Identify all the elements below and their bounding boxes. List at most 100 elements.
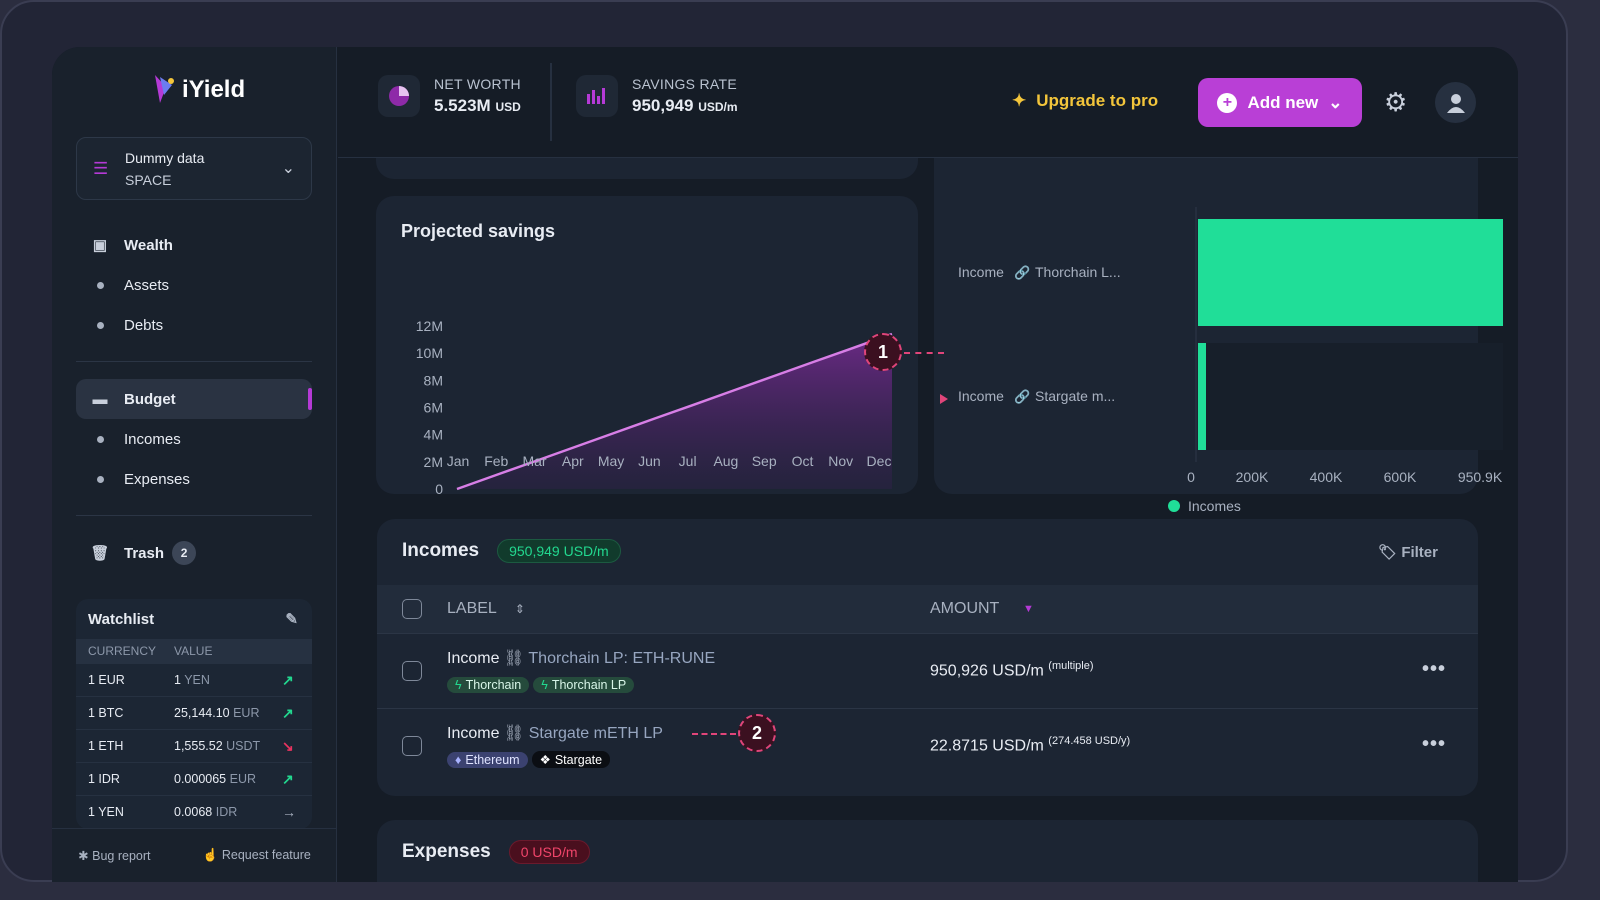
row-checkbox[interactable] <box>402 736 422 756</box>
watchlist-row[interactable]: 1 BTC 25,144.10 EUR ↗ <box>76 696 312 729</box>
bar-chart-icon <box>576 75 618 117</box>
tag[interactable]: ♦ Ethereum <box>447 752 528 768</box>
tag[interactable]: ❖ Stargate <box>531 751 611 768</box>
sort-desc-icon[interactable]: ▼ <box>1023 603 1034 615</box>
net-worth-label: NET WORTH <box>434 76 521 92</box>
legend-label[interactable]: Incomes <box>1188 498 1241 514</box>
add-new-button[interactable]: + Add new ⌄ <box>1198 78 1362 127</box>
row-type: Income <box>447 650 500 667</box>
savings-rate-label: SAVINGS RATE <box>632 76 737 92</box>
col-label[interactable]: LABEL <box>447 600 497 617</box>
tag-icon: ϟ <box>455 678 462 692</box>
legend-marker <box>1168 500 1180 512</box>
plus-circle-icon: + <box>1217 92 1238 113</box>
watchlist-title: Watchlist <box>88 610 155 628</box>
label: Request feature <box>221 848 311 862</box>
label: Assets <box>124 276 170 294</box>
link-icon: ⛓ <box>503 725 525 742</box>
more-options-icon[interactable]: ••• <box>1421 658 1446 680</box>
incomes-bar-card: Income 🔗 Thorchain L... Income 🔗 Stargate m..… <box>934 137 1504 514</box>
expenses-title: Expenses <box>402 841 491 862</box>
annotation-arrowhead <box>940 394 948 404</box>
sidebar-item-wealth[interactable]: ▣ Wealth <box>76 225 312 265</box>
tag[interactable]: ϟ Thorchain <box>447 677 530 693</box>
col-value: VALUE <box>174 644 213 658</box>
tag-label: Thorchain <box>465 678 522 692</box>
sidebar-item-trash[interactable]: 🗑 Trash 2 <box>76 533 312 573</box>
x-tick-label: Feb <box>484 453 508 469</box>
sidebar-item-assets[interactable]: Assets <box>76 265 312 305</box>
sidebar-item-expenses[interactable]: Expenses <box>76 459 312 499</box>
row-name[interactable]: Stargate mETH LP <box>528 725 663 742</box>
x-tick-label: 400K <box>1310 469 1343 485</box>
unit: YEN <box>184 673 210 687</box>
bullet-icon <box>76 435 124 443</box>
trend-up-icon: ↗ <box>282 704 294 721</box>
watchlist-row[interactable]: 1 IDR 0.000065 EUR ↗ <box>76 762 312 795</box>
tag-icon: 🏷 <box>1378 544 1398 561</box>
sidebar-item-debts[interactable]: Debts <box>76 305 312 345</box>
tag-label: Ethereum <box>465 753 520 767</box>
tag-icon: ϟ <box>541 678 548 692</box>
label: Incomes <box>124 430 181 448</box>
sidebar-item-incomes[interactable]: Incomes <box>76 419 312 459</box>
watchlist-row[interactable]: 1 ETH 1,555.52 USDT ↘ <box>76 729 312 762</box>
projected-savings-chart: 0 2M 4M 6M 8M 10M 12M Jan Feb Mar Apr May Jun Jul Aug S… <box>416 318 893 494</box>
watchlist-row[interactable]: 1 EUR 1 YEN ↗ <box>76 663 312 696</box>
value: 1,555.52 <box>174 739 223 753</box>
x-tick-label: Apr <box>562 453 584 469</box>
gear-icon[interactable]: ⚙ <box>1384 87 1408 117</box>
watchlist-row[interactable]: 1 YEN 0.0068 IDR → <box>76 795 312 828</box>
row-amount-note: (multiple) <box>1048 660 1094 672</box>
col-amount[interactable]: AMOUNT <box>930 600 1000 617</box>
upgrade-button[interactable]: ✦ Upgrade to pro <box>1012 91 1158 111</box>
savings-rate-unit: USD/m <box>698 100 738 114</box>
chevron-down-icon: ⌄ <box>1328 92 1343 112</box>
tag[interactable]: ϟ Thorchain LP <box>533 677 635 693</box>
edit-icon[interactable]: ✎ <box>285 611 298 628</box>
sort-icon[interactable]: ⇕ <box>514 602 525 616</box>
chevron-down-icon: ⌄ <box>281 160 295 177</box>
expenses-card: Expenses 0 USD/m <box>377 820 1478 882</box>
avatar[interactable] <box>1435 82 1476 123</box>
select-all-checkbox[interactable] <box>402 599 422 619</box>
bullet-icon <box>76 321 124 329</box>
bullet-icon <box>76 475 124 483</box>
unit: USDT <box>226 739 261 753</box>
label: Trash <box>124 544 165 562</box>
row-checkbox[interactable] <box>402 661 422 681</box>
x-tick-label: Aug <box>713 453 738 469</box>
table-row[interactable]: Income ⛓ Thorchain LP: ETH-RUNE ϟ Thorcha… <box>377 633 1478 708</box>
list-icon: ☰ <box>93 159 109 178</box>
divider <box>76 361 312 362</box>
net-worth-unit: USD <box>495 100 521 114</box>
savings-rate-value: 950,949 <box>632 96 694 115</box>
row-name[interactable]: Thorchain LP: ETH-RUNE <box>528 650 716 667</box>
table-row[interactable]: Income ⛓ Stargate mETH LP ♦ Ethereum ❖ Star… <box>377 708 1478 783</box>
app: iYield ☰ Dummy data SPACE ⌄ ▣ Wealth Asse… <box>52 47 1518 882</box>
label: Budget <box>124 390 176 408</box>
tag-label: Stargate <box>554 752 603 767</box>
space-selector[interactable]: ☰ Dummy data SPACE ⌄ <box>76 137 312 200</box>
bar-category-type: Income <box>958 264 1004 280</box>
wealth-icon: ▣ <box>92 237 108 254</box>
link-icon: ⛓ <box>503 650 525 667</box>
bird-logo-icon <box>155 75 174 103</box>
label: Add new <box>1247 92 1319 112</box>
unit: EUR <box>229 772 257 786</box>
filter-button[interactable]: 🏷 Filter <box>1378 543 1438 561</box>
bar[interactable] <box>1198 343 1206 450</box>
sidebar-item-budget[interactable]: ▬ Budget <box>76 379 312 419</box>
sidebar: iYield ☰ Dummy data SPACE ⌄ ▣ Wealth Asse… <box>52 47 337 882</box>
expenses-total-badge: 0 USD/m <box>508 840 590 864</box>
bar[interactable] <box>1198 219 1504 326</box>
tag-icon: ♦ <box>455 753 462 767</box>
trend-up-icon: ↗ <box>282 671 294 688</box>
logo[interactable]: iYield <box>152 73 245 107</box>
sidebar-footer: ✱ Bug report ☝ Request feature <box>52 828 337 882</box>
row-amount: 950,926 USD/m <box>930 662 1044 680</box>
more-options-icon[interactable]: ••• <box>1421 733 1446 755</box>
x-tick-label: Dec <box>867 453 892 469</box>
request-feature-link[interactable]: ☝ Request feature <box>203 848 311 863</box>
bug-report-link[interactable]: ✱ Bug report <box>78 848 150 863</box>
